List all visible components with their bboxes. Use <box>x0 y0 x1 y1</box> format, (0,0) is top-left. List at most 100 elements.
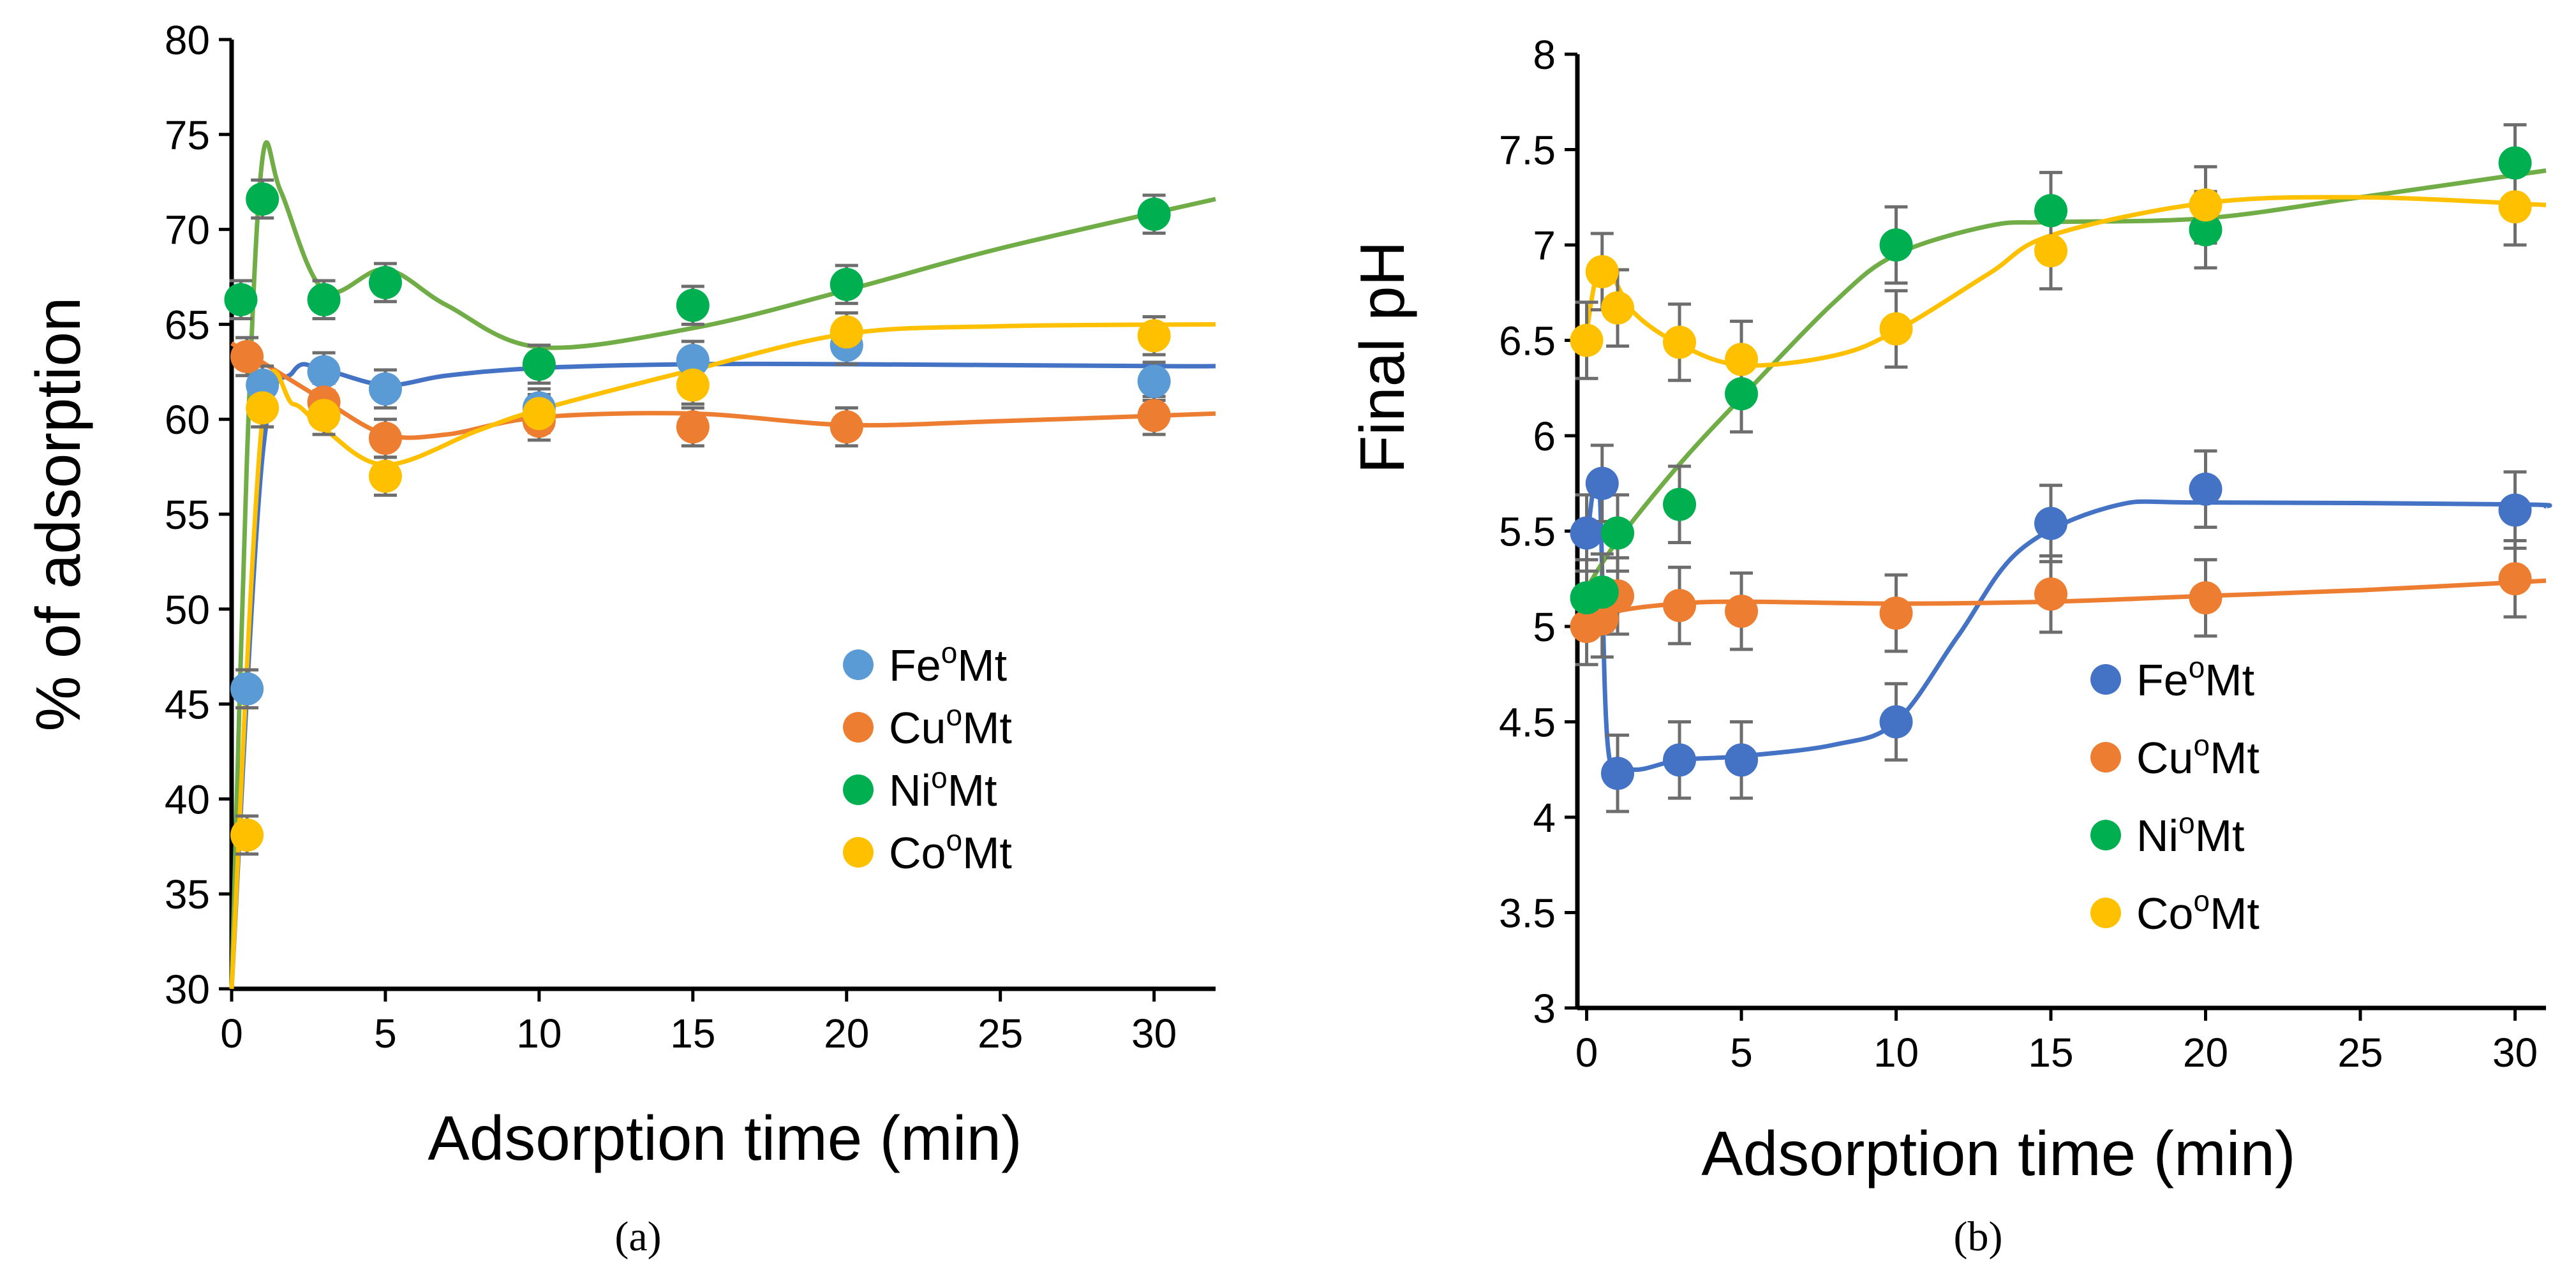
y-tick-label: 40 <box>165 776 210 822</box>
data-point-co <box>1137 319 1171 353</box>
y-tick-label: 7 <box>1533 223 1556 269</box>
panel-label: (a) <box>614 1213 661 1260</box>
legend-superscript: o <box>931 761 948 794</box>
legend-name: Fe <box>2136 655 2189 705</box>
data-point-co <box>2034 233 2068 267</box>
data-point-fe <box>2498 493 2532 527</box>
legend-suffix: Mt <box>948 766 997 815</box>
data-point-cu <box>368 421 402 455</box>
data-point-co <box>1585 255 1619 288</box>
data-point-co <box>830 315 863 349</box>
legend-superscript: o <box>941 636 958 669</box>
x-tick-label: 25 <box>2337 1030 2383 1076</box>
data-point-ni <box>1725 377 1759 411</box>
legend-name: Ni <box>889 766 931 815</box>
legend-superscript: o <box>2189 651 2205 684</box>
legend-label-fe: FeoMt <box>889 636 1007 690</box>
data-point-cu <box>2498 562 2532 596</box>
data-point-ni <box>1663 487 1697 521</box>
y-tick-label: 6.5 <box>1499 318 1556 364</box>
y-tick-label: 65 <box>165 302 210 348</box>
data-point-cu <box>676 410 710 444</box>
legend-marker-fe <box>2090 664 2121 695</box>
y-axis-title: % of adsorption <box>23 297 93 732</box>
y-tick-label: 5.5 <box>1499 509 1556 555</box>
x-tick-label: 10 <box>1873 1030 1919 1076</box>
legend-label-fe: FeoMt <box>2136 651 2254 705</box>
trend-curve-fe <box>1584 473 2552 780</box>
x-tick-label: 5 <box>374 1011 397 1056</box>
data-point-co <box>2498 190 2532 224</box>
legend-superscript: o <box>2193 729 2210 762</box>
legend-name: Cu <box>2136 733 2193 783</box>
data-point-co <box>1663 325 1697 359</box>
legend-suffix: Mt <box>957 640 1007 690</box>
legend-label-cu: CuoMt <box>2136 729 2260 783</box>
legend-suffix: Mt <box>962 703 1012 753</box>
legend-name: Co <box>889 828 946 878</box>
data-point-fe <box>1137 364 1171 398</box>
data-point-fe <box>246 368 279 402</box>
y-tick-label: 80 <box>165 17 210 63</box>
data-point-ni <box>1601 516 1635 550</box>
data-point-ni <box>224 283 258 316</box>
legend-marker-co <box>843 837 874 868</box>
x-axis-title: Adsorption time (min) <box>1701 1118 2295 1188</box>
data-point-ni <box>1879 228 1913 262</box>
legend-marker-co <box>2090 898 2121 928</box>
data-point-co <box>368 459 402 493</box>
data-point-cu <box>1137 399 1171 433</box>
y-axis-title: Final pH <box>1347 241 1417 474</box>
x-tick-label: 0 <box>220 1011 243 1056</box>
data-point-fe <box>1570 516 1604 550</box>
legend-suffix: Mt <box>2205 655 2254 705</box>
data-point-fe <box>1601 757 1635 790</box>
data-point-ni <box>676 288 710 322</box>
y-tick-label: 55 <box>165 492 210 538</box>
data-point-fe <box>307 355 341 389</box>
data-point-co <box>522 397 556 431</box>
data-point-fe <box>2034 507 2068 540</box>
legend-label-co: CooMt <box>2136 884 2260 938</box>
panel-label: (b) <box>1954 1213 2003 1260</box>
x-tick-label: 25 <box>978 1011 1023 1056</box>
trend-curve-co <box>229 322 1216 989</box>
y-tick-label: 7.5 <box>1499 128 1556 174</box>
data-point-cu <box>230 339 264 373</box>
legend-marker-ni <box>843 774 874 805</box>
y-tick-label: 4 <box>1533 795 1556 841</box>
legend-marker-fe <box>843 649 874 680</box>
y-tick-label: 75 <box>165 112 210 158</box>
data-point-cu <box>830 410 863 444</box>
data-point-co <box>1601 291 1635 325</box>
chart-panel-b: 3 3.5 4 4.5 5 5.5 6 6.5 7 7.5 8 0 5 10 15 20 25 30 Adsorpt… <box>1347 32 2552 1260</box>
legend-marker-cu <box>843 712 874 743</box>
data-point-co <box>1725 343 1759 376</box>
legend-superscript: o <box>946 824 962 857</box>
y-tick-label: 35 <box>165 871 210 917</box>
legend-marker-ni <box>2090 820 2121 850</box>
data-point-ni <box>1137 197 1171 231</box>
legend-label-ni: NioMt <box>889 761 997 815</box>
y-tick-label: 8 <box>1533 32 1556 78</box>
x-tick-label: 30 <box>1131 1011 1177 1056</box>
y-tick-label: 70 <box>165 207 210 253</box>
data-point-ni <box>1585 575 1619 609</box>
chart-panel-a: 30 35 40 45 50 55 60 65 70 75 80 0 5 10 15 20 25 30 Adsorp… <box>23 17 1216 1260</box>
data-point-fe <box>1585 466 1619 500</box>
y-tick-label: 50 <box>165 587 210 633</box>
legend-label-cu: CuoMt <box>889 699 1012 753</box>
x-tick-label: 5 <box>1730 1030 1753 1076</box>
x-tick-label: 15 <box>670 1011 715 1056</box>
data-point-co <box>307 399 341 433</box>
x-tick-label: 20 <box>2183 1030 2228 1076</box>
x-axis-title: Adsorption time (min) <box>428 1103 1022 1173</box>
data-point-cu <box>2034 577 2068 611</box>
x-tick-label: 10 <box>516 1011 562 1056</box>
data-point-fe <box>1725 743 1759 777</box>
trend-curve-ni <box>1584 168 2547 590</box>
y-tick-label: 6 <box>1533 413 1556 459</box>
data-point-cu <box>2189 581 2222 615</box>
legend-name: Fe <box>889 640 941 690</box>
